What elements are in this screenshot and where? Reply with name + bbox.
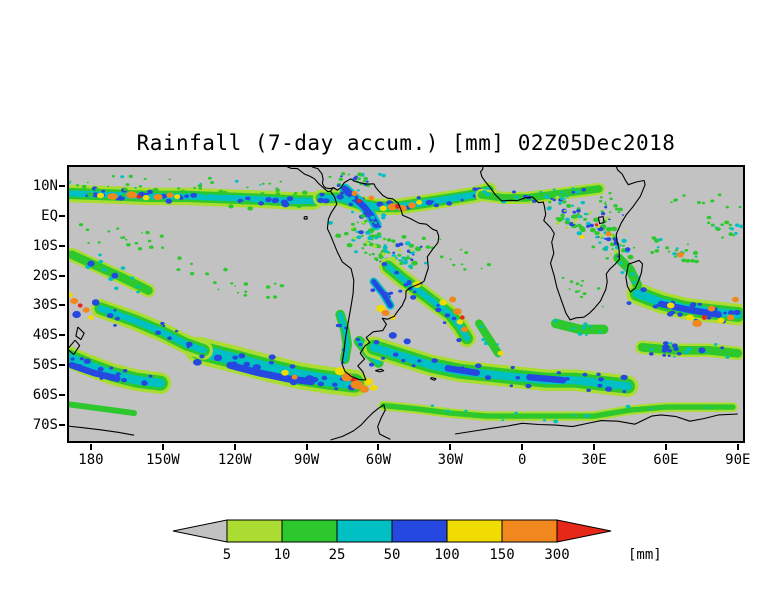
x-tick-label: 90W xyxy=(293,452,320,468)
y-tick-label: 70S xyxy=(32,417,58,434)
x-tick-label: 30W xyxy=(437,452,463,468)
x-tick xyxy=(593,444,596,450)
colorbar-level-label: 10 xyxy=(273,547,291,563)
colorbar-level-label: 50 xyxy=(383,547,401,563)
y-tick-label: 10N xyxy=(32,177,58,194)
y-tick xyxy=(59,364,65,367)
x-tick-label: 60W xyxy=(365,452,392,468)
x-tick-label: 150W xyxy=(145,452,180,468)
colorbar-level-label: 5 xyxy=(222,547,232,563)
y-tick xyxy=(59,274,65,277)
y-tick-label: 30S xyxy=(32,297,58,314)
x-tick xyxy=(233,444,236,450)
chart-title: Rainfall (7-day accum.) [mm] 02Z05Dec201… xyxy=(136,131,676,155)
colorbar-unit-label: [mm] xyxy=(628,547,662,563)
y-tick xyxy=(59,244,65,247)
colorbar-level-label: 150 xyxy=(489,547,515,563)
y-tick-label: 50S xyxy=(32,357,58,374)
y-tick-label: 40S xyxy=(32,327,58,344)
x-tick xyxy=(449,444,452,450)
colorbar-level-label: 300 xyxy=(544,547,570,563)
colorbar-level-label: 25 xyxy=(328,547,346,563)
colorbar-level-label: 100 xyxy=(434,547,460,563)
x-tick xyxy=(736,444,739,450)
x-tick xyxy=(89,444,92,450)
y-tick-label: EQ xyxy=(41,207,58,224)
x-tick xyxy=(305,444,308,450)
y-tick xyxy=(59,184,65,187)
x-tick xyxy=(377,444,380,450)
x-tick xyxy=(521,444,524,450)
x-tick xyxy=(664,444,667,450)
y-tick-label: 60S xyxy=(32,387,58,404)
x-tick-label: 60E xyxy=(653,452,679,468)
x-tick-label: 0 xyxy=(517,452,527,468)
x-tick xyxy=(161,444,164,450)
colorbar xyxy=(172,519,612,543)
x-tick-label: 90E xyxy=(725,452,751,468)
y-tick xyxy=(59,394,65,397)
y-tick-label: 10S xyxy=(32,237,58,254)
y-tick xyxy=(59,424,65,427)
x-tick-label: 30E xyxy=(581,452,607,468)
x-tick-label: 180 xyxy=(78,452,104,468)
map-plot-area xyxy=(67,165,745,443)
y-tick xyxy=(59,334,65,337)
y-tick xyxy=(59,304,65,307)
y-tick xyxy=(59,214,65,217)
x-tick-label: 120W xyxy=(217,452,252,468)
rainfall-map-svg xyxy=(67,165,745,443)
y-tick-label: 20S xyxy=(32,267,58,284)
